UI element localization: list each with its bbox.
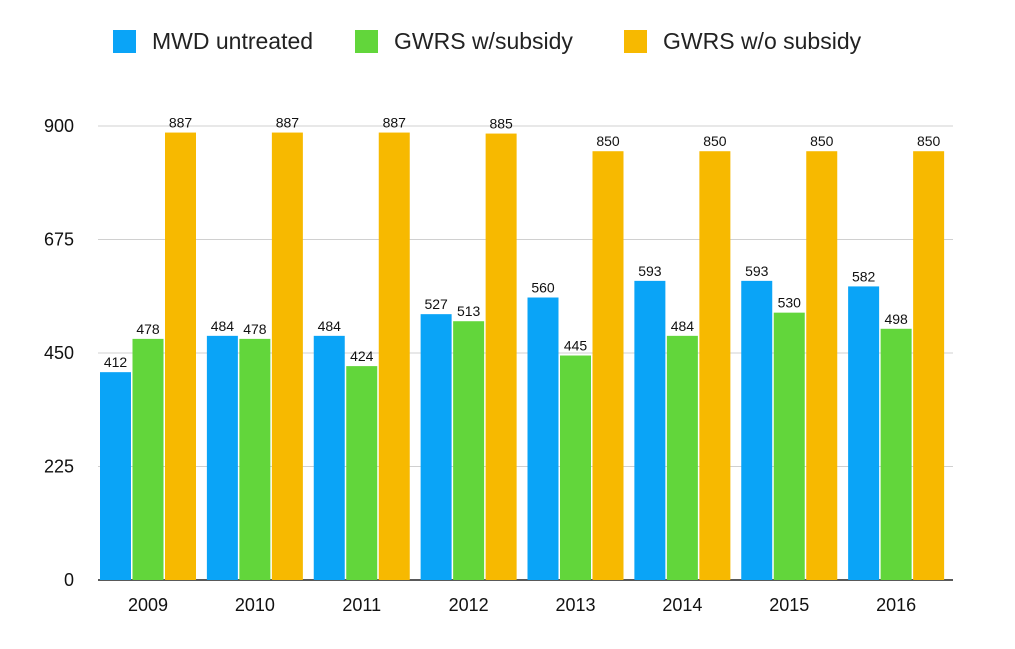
data-label: 850 — [703, 133, 727, 149]
bar-gwrs-w-o-subsidy-2012 — [485, 133, 517, 581]
bar-gwrs-w-subsidy-2010 — [239, 338, 271, 580]
bar-mwd-untreated-2011 — [313, 335, 345, 580]
legend-item-gwrs-w-subsidy: GWRS w/subsidy — [355, 24, 573, 58]
legend-swatch — [113, 29, 136, 53]
legend-item-mwd-untreated: MWD untreated — [113, 24, 313, 58]
bar-gwrs-w-o-subsidy-2013 — [592, 151, 624, 580]
x-tick-label: 2012 — [449, 595, 489, 615]
data-label: 478 — [136, 321, 160, 337]
y-tick-label: 0 — [64, 570, 74, 590]
legend: MWD untreated GWRS w/subsidy GWRS w/o subs… — [0, 24, 1015, 58]
data-label: 885 — [489, 116, 513, 132]
y-tick-label: 450 — [44, 343, 74, 363]
data-label: 484 — [671, 318, 695, 334]
x-tick-label: 2013 — [555, 595, 595, 615]
x-tick-label: 2015 — [769, 595, 809, 615]
legend-label: MWD untreated — [152, 27, 314, 54]
data-label: 445 — [564, 338, 588, 354]
bar-mwd-untreated-2015 — [741, 280, 773, 580]
bar-gwrs-w-subsidy-2012 — [453, 321, 485, 580]
bar-gwrs-w-subsidy-2009 — [132, 338, 164, 580]
bar-mwd-untreated-2014 — [634, 280, 666, 580]
legend-item-gwrs-w-o-subsidy: GWRS w/o subsidy — [624, 24, 861, 58]
data-label: 527 — [424, 296, 448, 312]
bar-gwrs-w-subsidy-2016 — [880, 328, 912, 580]
bar-gwrs-w-subsidy-2014 — [666, 335, 698, 580]
data-label: 560 — [531, 280, 555, 296]
x-tick-label: 2014 — [662, 595, 702, 615]
data-label: 582 — [852, 268, 876, 284]
x-tick-label: 2010 — [235, 595, 275, 615]
data-label: 513 — [457, 303, 481, 319]
x-tick-label: 2016 — [876, 595, 916, 615]
bar-gwrs-w-o-subsidy-2016 — [913, 151, 945, 580]
y-tick-label: 225 — [44, 457, 74, 477]
data-label: 850 — [596, 133, 620, 149]
y-tick-label: 900 — [44, 116, 74, 136]
bar-mwd-untreated-2012 — [420, 314, 452, 580]
bar-gwrs-w-subsidy-2011 — [346, 366, 378, 580]
x-tick-label: 2011 — [342, 595, 381, 615]
data-label: 424 — [350, 348, 374, 364]
legend-swatch — [355, 29, 378, 53]
bar-gwrs-w-o-subsidy-2015 — [806, 151, 838, 580]
data-label: 850 — [810, 133, 834, 149]
bar-gwrs-w-subsidy-2015 — [773, 312, 805, 580]
bar-gwrs-w-o-subsidy-2014 — [699, 151, 731, 580]
data-label: 412 — [104, 354, 128, 370]
data-label: 593 — [745, 263, 769, 279]
data-label: 484 — [211, 318, 235, 334]
legend-label: GWRS w/o subsidy — [663, 27, 862, 54]
data-label: 498 — [884, 311, 908, 327]
data-label: 887 — [276, 115, 300, 131]
legend-swatch — [624, 29, 647, 53]
bar-gwrs-w-o-subsidy-2011 — [378, 132, 410, 580]
bar-mwd-untreated-2010 — [206, 335, 238, 580]
data-label: 484 — [318, 318, 342, 334]
data-label: 530 — [778, 295, 802, 311]
legend-label: GWRS w/subsidy — [394, 27, 573, 54]
data-label: 887 — [383, 115, 407, 131]
x-tick-label: 2009 — [128, 595, 168, 615]
data-label: 887 — [169, 115, 193, 131]
bar-gwrs-w-o-subsidy-2009 — [165, 132, 196, 580]
bar-mwd-untreated-2016 — [848, 286, 880, 580]
data-label: 478 — [243, 321, 267, 337]
data-label: 850 — [917, 133, 941, 149]
bar-mwd-untreated-2009 — [100, 372, 131, 580]
bar-mwd-untreated-2013 — [527, 297, 559, 580]
bar-gwrs-w-subsidy-2013 — [560, 355, 591, 580]
bar-gwrs-w-o-subsidy-2010 — [271, 132, 303, 580]
data-label: 593 — [638, 263, 662, 279]
y-tick-label: 675 — [44, 230, 74, 250]
